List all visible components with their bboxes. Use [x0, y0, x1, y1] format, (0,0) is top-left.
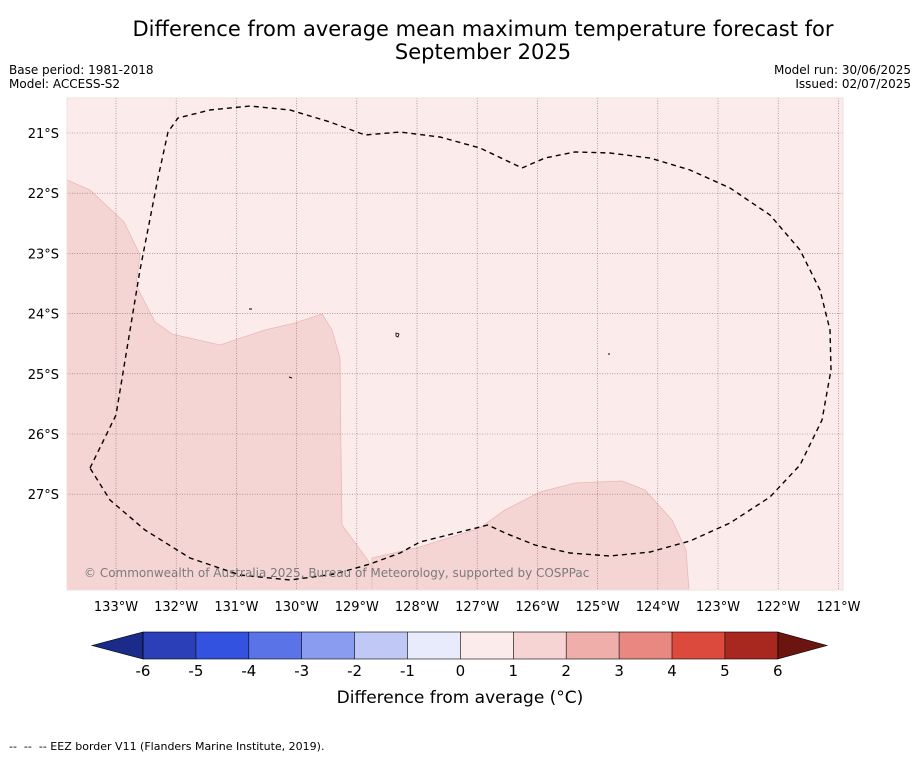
- longitude-label: 130°W: [275, 600, 319, 615]
- model-run: Model run: 30/06/2025: [773, 63, 911, 77]
- colorbar-tick-label: 1: [509, 662, 519, 680]
- colorbar: -6 -5 -4 -3 -2 -1 0 1 2 3 4 5 6: [90, 631, 829, 680]
- longitude-label: 128°W: [395, 600, 439, 615]
- island: [288, 376, 293, 379]
- longitude-label: 133°W: [94, 600, 138, 615]
- colorbar-tick-label: -3: [294, 662, 309, 680]
- longitude-label: 132°W: [154, 600, 198, 615]
- island: [395, 332, 400, 338]
- latitude-label: 25°S: [28, 368, 59, 383]
- latitude-label: 22°S: [28, 187, 59, 202]
- colorbar-extend-low: [90, 631, 144, 660]
- title-line-1: Difference from average mean maximum tem…: [132, 17, 834, 41]
- colorbar-segment: [354, 632, 408, 659]
- colorbar-tick-label: -4: [241, 662, 256, 680]
- title-line-2: September 2025: [394, 40, 572, 64]
- footer-note: -- -- -- EEZ border V11 (Flanders Marine…: [9, 740, 325, 753]
- colorbar-tick-label: 5: [720, 662, 730, 680]
- copyright-notice: © Commonwealth of Australia 2025, Bureau…: [84, 566, 589, 580]
- eez-border: [89, 105, 832, 581]
- colorbar-extend-high: [777, 631, 829, 660]
- latitude-label: 27°S: [28, 488, 59, 503]
- colorbar-segment: [513, 632, 567, 659]
- meta-left: Base period: 1981-2018 Model: ACCESS-S2: [9, 63, 154, 91]
- map-area: © Commonwealth of Australia 2025, Bureau…: [67, 98, 843, 590]
- map-title: Difference from average mean maximum tem…: [0, 18, 919, 64]
- colorbar-tick-label: 3: [614, 662, 624, 680]
- colorbar-tick-label: -6: [136, 662, 151, 680]
- issued-date: Issued: 02/07/2025: [795, 77, 911, 91]
- colorbar-segment: [566, 632, 620, 659]
- latitude-label: 23°S: [28, 247, 59, 262]
- graticule: [67, 98, 843, 590]
- colorbar-tick-label: -5: [188, 662, 203, 680]
- longitude-label: 129°W: [335, 600, 379, 615]
- colorbar-tick-label: -2: [347, 662, 362, 680]
- map-frame: [66, 97, 844, 591]
- colorbar-label: Difference from average (°C): [336, 688, 584, 708]
- colorbar-tick-label: 6: [773, 662, 783, 680]
- longitude-label: 126°W: [515, 600, 559, 615]
- model-name: Model: ACCESS-S2: [9, 77, 121, 91]
- anomaly-region-1-to-2-south: [371, 480, 690, 590]
- latitude-labels: 21°S 22°S 23°S 24°S 25°S 26°S 27°S: [28, 127, 59, 503]
- base-period: Base period: 1981-2018: [9, 63, 154, 77]
- colorbar-tick-label: 4: [667, 662, 677, 680]
- colorbar-segment: [301, 632, 355, 659]
- colorbar-tick-label: 2: [561, 662, 571, 680]
- longitude-label: 122°W: [756, 600, 800, 615]
- colorbar-segment: [407, 632, 461, 659]
- meta-right: Model run: 30/06/2025 Issued: 02/07/2025: [774, 63, 911, 91]
- longitude-label: 125°W: [576, 600, 620, 615]
- longitude-label: 123°W: [696, 600, 740, 615]
- latitude-label: 26°S: [28, 428, 59, 443]
- colorbar-segment: [619, 632, 672, 659]
- colorbar-segment: [460, 632, 514, 659]
- colorbar-segment: [195, 632, 249, 659]
- colorbar-segment: [724, 632, 778, 659]
- longitude-label: 121°W: [816, 600, 860, 615]
- latitude-label: 24°S: [28, 308, 59, 323]
- longitude-label: 127°W: [455, 600, 499, 615]
- longitude-label: 131°W: [214, 600, 258, 615]
- colorbar-segment: [672, 632, 725, 659]
- colorbar-segment: [248, 632, 302, 659]
- colorbar-segment: [143, 632, 196, 659]
- latitude-label: 21°S: [28, 127, 59, 142]
- colorbar-tick-label: 0: [456, 662, 466, 680]
- longitude-label: 124°W: [636, 600, 680, 615]
- longitude-labels: 133°W 132°W 131°W 130°W 129°W 128°W 127°W 126°W…: [94, 600, 861, 615]
- colorbar-tick-label: -1: [400, 662, 415, 680]
